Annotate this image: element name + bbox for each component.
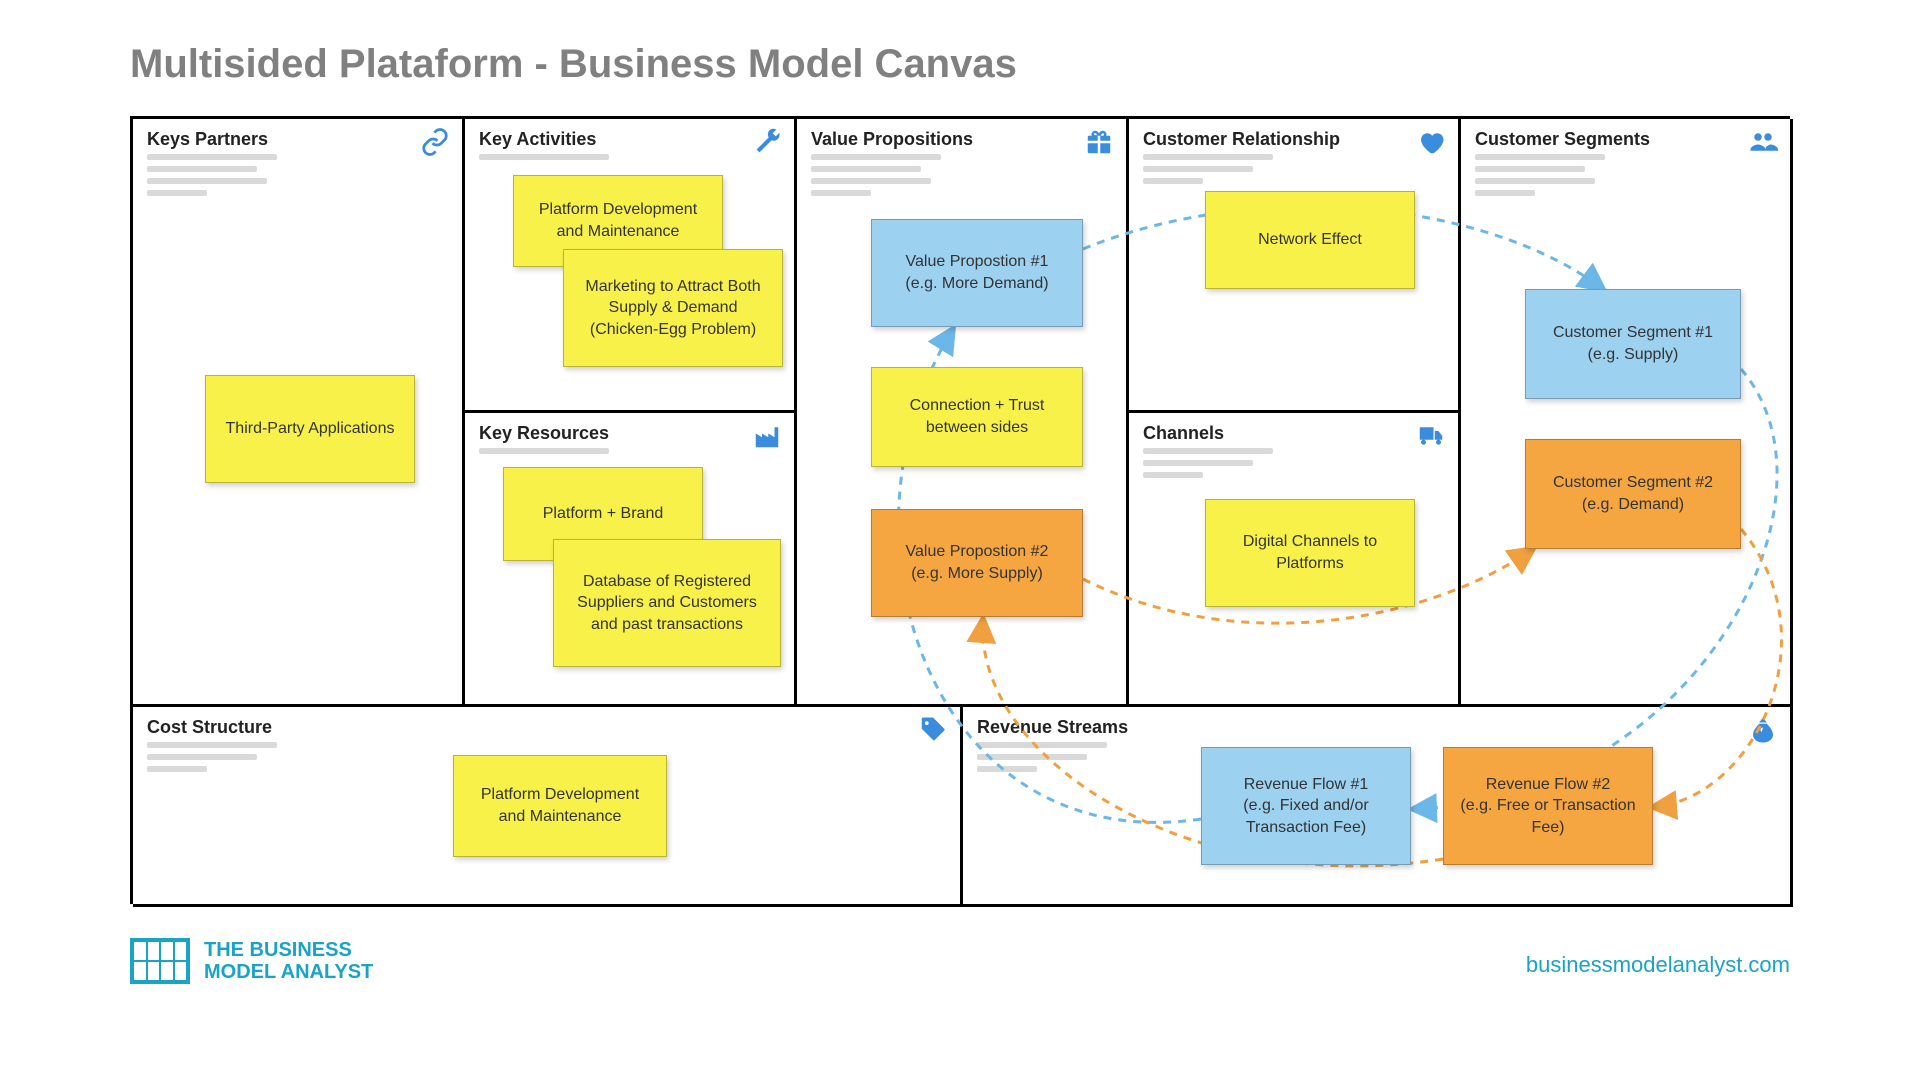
cell-title-key-partners: Keys Partners [133,119,462,154]
sticky-note-rev1: Revenue Flow #1 (e.g. Fixed and/or Trans… [1201,747,1411,865]
people-icon [1748,127,1778,157]
brand-url: businessmodelanalyst.com [1526,952,1790,978]
cell-customer-segments: Customer Segments [1461,119,1793,707]
cell-title-value-propositions: Value Propositions [797,119,1126,154]
tag-icon [918,715,948,745]
placeholder-lines [1129,448,1458,494]
cell-title-key-resources: Key Resources [465,413,794,448]
sticky-note-vp3: Value Propostion #2 (e.g. More Supply) [871,509,1083,617]
cell-title-customer-segments: Customer Segments [1461,119,1790,154]
sticky-note-kp1: Third-Party Applications [205,375,415,483]
sticky-note-vp1: Value Propostion #1 (e.g. More Demand) [871,219,1083,327]
sticky-note-ch1: Digital Channels to Platforms [1205,499,1415,607]
sticky-note-cs1: Customer Segment #1 (e.g. Supply) [1525,289,1741,399]
gift-icon [1084,127,1114,157]
sticky-note-cr1: Network Effect [1205,191,1415,289]
link-icon [420,127,450,157]
wrench-icon [752,127,782,157]
heart-icon [1416,127,1446,157]
placeholder-lines [1461,154,1790,212]
truck-icon [1416,421,1446,451]
moneybag-icon [1748,715,1778,745]
business-model-canvas: Keys Partners Key Activities Key Resourc… [130,116,1790,904]
placeholder-lines [133,154,462,212]
brand-logo: THE BUSINESS MODEL ANALYST [130,938,373,984]
cell-title-channels: Channels [1129,413,1458,448]
cell-title-customer-relationship: Customer Relationship [1129,119,1458,154]
placeholder-lines [465,154,794,176]
placeholder-lines [797,154,1126,212]
sticky-note-cost1: Platform Development and Maintenance [453,755,667,857]
sticky-note-cs2: Customer Segment #2 (e.g. Demand) [1525,439,1741,549]
page-title: Multisided Plataform - Business Model Ca… [130,42,1017,87]
sticky-note-rev2: Revenue Flow #2 (e.g. Free or Transactio… [1443,747,1653,865]
brand-name-line2: MODEL ANALYST [204,961,373,983]
sticky-note-kr2: Database of Registered Suppliers and Cus… [553,539,781,667]
brand-logo-icon [130,938,190,984]
cell-title-revenue-streams: Revenue Streams [963,707,1790,742]
cell-title-key-activities: Key Activities [465,119,794,154]
sticky-note-vp2: Connection + Trust between sides [871,367,1083,467]
sticky-note-ka2: Marketing to Attract Both Supply & Deman… [563,249,783,367]
cell-title-cost-structure: Cost Structure [133,707,960,742]
brand-name-line1: THE BUSINESS [204,939,373,961]
factory-icon [752,421,782,451]
